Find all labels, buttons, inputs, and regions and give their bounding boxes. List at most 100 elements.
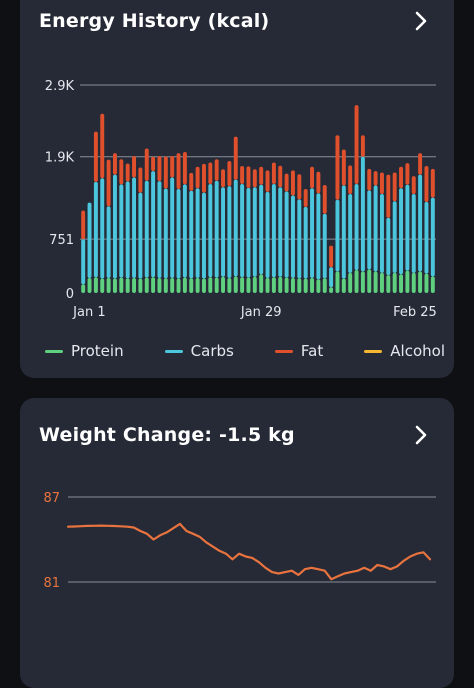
- bar-segment-carbs: [189, 190, 194, 279]
- legend-swatch-fat: [274, 349, 293, 353]
- bar-segment-protein: [221, 276, 226, 293]
- bar-segment-fat: [297, 174, 302, 200]
- bar-segment-fat: [411, 176, 416, 195]
- bar-segment-protein: [303, 278, 308, 293]
- bar-segment-carbs: [418, 174, 423, 272]
- chevron-right-icon[interactable]: [414, 425, 428, 445]
- y-tick-label: 87: [43, 491, 60, 506]
- bar-segment-fat: [418, 153, 423, 175]
- bar-segment-protein: [354, 270, 359, 293]
- bar-segment-carbs: [163, 188, 168, 279]
- legend-label-carbs: Carbs: [190, 342, 234, 360]
- bar-segment-protein: [227, 277, 232, 293]
- bar-segment-fat: [341, 149, 346, 186]
- bar-segment-carbs: [201, 192, 206, 279]
- weight-line: [66, 522, 432, 581]
- bar-segment-protein: [310, 277, 315, 293]
- bar-segment-carbs: [106, 206, 111, 278]
- bar-segment-protein: [341, 278, 346, 293]
- bar-segment-fat: [335, 135, 340, 200]
- bar-segment-protein: [170, 277, 175, 293]
- bar-segment-carbs: [278, 187, 283, 277]
- bar-segment-carbs: [379, 194, 384, 273]
- bar-segment-fat: [100, 113, 105, 179]
- bar-segment-fat: [303, 189, 308, 207]
- bar-segment-protein: [373, 271, 378, 293]
- bar-segment-carbs: [227, 186, 232, 278]
- bar-segment-fat: [201, 163, 206, 193]
- bar-segment-fat: [252, 169, 257, 188]
- bar-segment-protein: [329, 287, 334, 293]
- bar-segment-protein: [379, 272, 384, 293]
- bar-segment-protein: [405, 270, 410, 293]
- bar-segment-protein: [290, 277, 295, 293]
- bar-segment-carbs: [138, 192, 143, 279]
- bar-segment-fat: [233, 136, 238, 180]
- bar-segment-protein: [316, 279, 321, 293]
- bar-segment-fat: [176, 153, 181, 189]
- bar-segment-fat: [157, 156, 162, 182]
- legend-label-fat: Fat: [300, 342, 324, 360]
- bar-segment-carbs: [144, 180, 149, 278]
- energy-history-card[interactable]: Energy History (kcal) 0 751 1.9K 2.9K Jan 1 J…: [20, 0, 454, 378]
- bar-segment-fat: [284, 173, 289, 192]
- bar-segment-protein: [93, 277, 98, 293]
- weight-change-chart: 87 81: [43, 491, 436, 591]
- bar-segment-carbs: [399, 188, 404, 275]
- bar-segment-fat: [144, 148, 149, 181]
- bar-segment-protein: [252, 276, 257, 293]
- bar-segment-fat: [430, 168, 435, 198]
- bar-segment-carbs: [100, 178, 105, 279]
- bar-segment-protein: [132, 277, 137, 293]
- bar-segment-carbs: [208, 183, 213, 278]
- bar-segment-carbs: [182, 184, 187, 278]
- y-tick-label: 751: [49, 233, 74, 248]
- chevron-right-icon[interactable]: [414, 11, 428, 31]
- bar-segment-carbs: [303, 206, 308, 279]
- bar-segment-fat: [354, 105, 359, 184]
- energy-history-chart: 0 751 1.9K 2.9K Jan 1 Jan 29 Feb 25: [45, 79, 437, 320]
- bar-segment-carbs: [310, 188, 315, 278]
- bar-segment-fat: [195, 166, 200, 189]
- weight-change-card[interactable]: Weight Change: -1.5 kg 87 81: [20, 398, 454, 688]
- bar-segment-carbs: [284, 191, 289, 278]
- bar-segment-protein: [278, 276, 283, 293]
- bar-segment-fat: [214, 159, 219, 181]
- bar-segment-carbs: [176, 189, 181, 279]
- bar-segment-fat: [81, 210, 86, 240]
- bar-segment-fat: [112, 153, 117, 175]
- bar-segment-fat: [119, 159, 124, 185]
- bar-segment-protein: [81, 284, 86, 293]
- bar-segment-protein: [151, 277, 156, 293]
- bar-segment-carbs: [119, 184, 124, 278]
- bar-segment-protein: [265, 277, 270, 293]
- bar-segment-carbs: [125, 181, 130, 279]
- legend-item-alcohol: Alcohol: [364, 342, 445, 360]
- bar-segment-protein: [240, 277, 245, 293]
- bar-segment-carbs: [367, 190, 372, 270]
- energy-history-title: Energy History (kcal): [39, 10, 270, 32]
- bar-segment-protein: [201, 278, 206, 293]
- bar-segment-fat: [170, 156, 175, 178]
- bar-segment-protein: [411, 272, 416, 293]
- legend-item-carbs: Carbs: [164, 342, 234, 360]
- bar-segment-carbs: [316, 193, 321, 280]
- bar-segment-fat: [360, 135, 365, 157]
- x-tick-label: Jan 29: [240, 305, 282, 320]
- bar-segment-carbs: [195, 188, 200, 278]
- bar-segment-protein: [106, 277, 111, 293]
- bar-segment-protein: [348, 272, 353, 293]
- energy-legend: Protein Carbs Fat Alcohol: [45, 342, 445, 360]
- bar-segment-fat: [138, 167, 143, 193]
- bar-segment-carbs: [411, 194, 416, 273]
- bar-segment-carbs: [132, 177, 137, 278]
- bar-segment-protein: [430, 276, 435, 293]
- bar-segment-fat: [386, 174, 391, 218]
- bar-segment-carbs: [93, 181, 98, 278]
- bar-segment-protein: [246, 277, 251, 293]
- bar-segment-protein: [119, 277, 124, 293]
- bar-segment-fat: [221, 169, 226, 188]
- bar-segment-protein: [112, 278, 117, 293]
- bar-segment-protein: [399, 274, 404, 293]
- bar-segment-carbs: [221, 187, 226, 277]
